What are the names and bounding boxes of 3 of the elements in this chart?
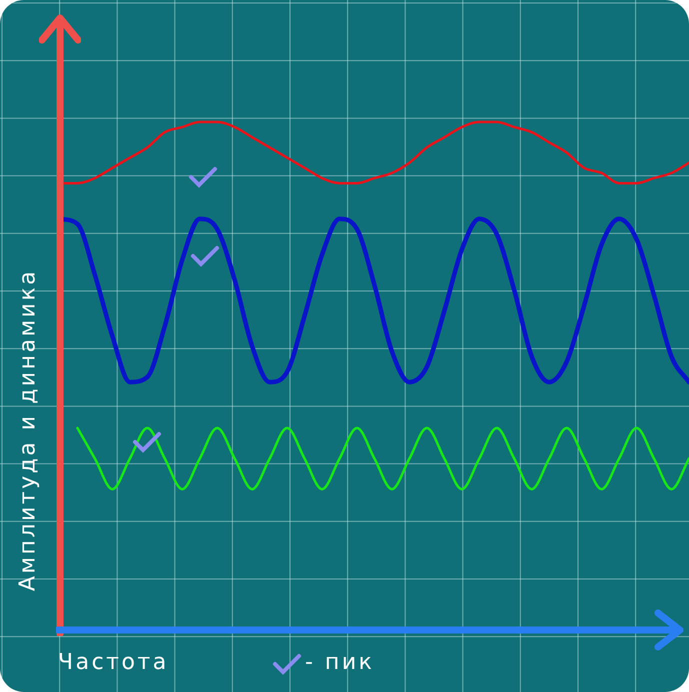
- y-axis-title: Амплитуда и динамика: [16, 268, 40, 592]
- text: - пик: [305, 650, 374, 675]
- x-axis-title: Частота: [58, 650, 169, 675]
